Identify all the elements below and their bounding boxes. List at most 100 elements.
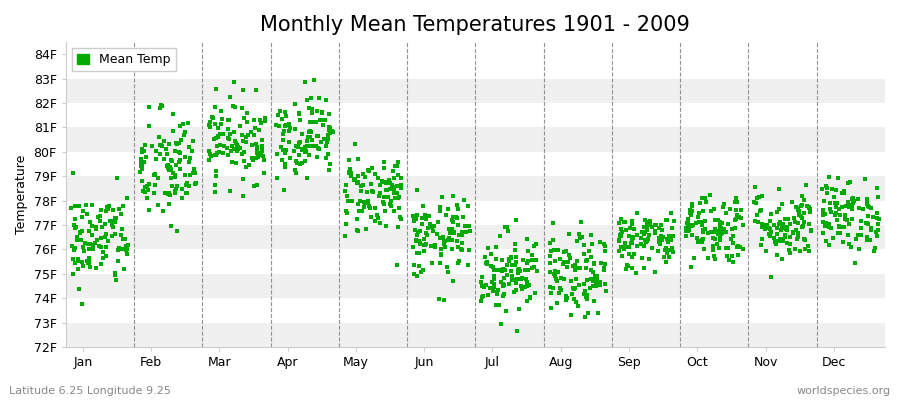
- Point: [845, 196, 859, 202]
- Point: [846, 195, 860, 202]
- Point: [659, 259, 673, 265]
- Point: [752, 194, 766, 200]
- Point: [735, 222, 750, 229]
- Point: [679, 233, 693, 239]
- Point: [235, 150, 249, 157]
- Point: [176, 132, 191, 138]
- Point: [776, 238, 790, 244]
- Point: [780, 240, 795, 246]
- Point: [99, 252, 113, 259]
- Point: [392, 172, 406, 178]
- Point: [230, 144, 245, 150]
- Point: [614, 232, 628, 239]
- Point: [350, 156, 365, 162]
- Point: [108, 231, 122, 237]
- Point: [490, 289, 504, 295]
- Point: [562, 230, 577, 237]
- Point: [107, 218, 122, 225]
- Point: [726, 259, 741, 265]
- Point: [754, 206, 769, 213]
- Point: [802, 220, 816, 227]
- Point: [433, 204, 447, 210]
- Point: [662, 247, 677, 254]
- Point: [634, 229, 649, 236]
- Point: [393, 216, 408, 222]
- Point: [519, 283, 534, 289]
- Point: [648, 228, 662, 234]
- Point: [350, 201, 365, 208]
- Point: [829, 204, 843, 210]
- Point: [838, 216, 852, 222]
- Point: [508, 247, 523, 253]
- Point: [516, 257, 530, 263]
- Point: [822, 224, 836, 230]
- Point: [789, 204, 804, 210]
- Point: [824, 206, 838, 212]
- Point: [774, 238, 788, 244]
- Point: [436, 233, 450, 240]
- Point: [290, 160, 304, 166]
- Point: [480, 261, 494, 267]
- Point: [282, 139, 296, 146]
- Point: [360, 189, 374, 196]
- Point: [304, 143, 319, 149]
- Point: [832, 230, 847, 236]
- Point: [775, 236, 789, 242]
- Point: [708, 216, 723, 223]
- Point: [379, 223, 393, 229]
- Point: [316, 122, 330, 128]
- Point: [490, 301, 504, 308]
- Point: [614, 231, 628, 238]
- Point: [115, 245, 130, 252]
- Point: [616, 218, 631, 225]
- Point: [639, 239, 653, 246]
- Point: [176, 121, 190, 127]
- Point: [598, 281, 613, 287]
- Bar: [66, 176, 885, 201]
- Point: [208, 152, 222, 158]
- Point: [356, 182, 370, 188]
- Point: [495, 268, 509, 274]
- Point: [292, 110, 306, 116]
- Point: [660, 250, 674, 257]
- Point: [418, 212, 432, 218]
- Point: [212, 149, 226, 155]
- Point: [852, 246, 867, 253]
- Point: [626, 265, 640, 272]
- Point: [140, 183, 155, 189]
- Point: [719, 229, 733, 236]
- Point: [692, 219, 706, 226]
- Point: [656, 234, 670, 240]
- Point: [202, 122, 217, 129]
- Point: [547, 247, 562, 253]
- Text: worldspecies.org: worldspecies.org: [796, 386, 891, 396]
- Point: [86, 242, 100, 248]
- Point: [790, 236, 805, 242]
- Point: [681, 228, 696, 234]
- Point: [166, 128, 180, 134]
- Point: [630, 210, 644, 217]
- Point: [321, 136, 336, 142]
- Point: [162, 190, 176, 196]
- Point: [684, 221, 698, 228]
- Point: [166, 170, 181, 176]
- Point: [230, 142, 244, 148]
- Point: [183, 155, 197, 162]
- Point: [284, 125, 298, 131]
- Point: [64, 205, 78, 211]
- Point: [449, 214, 464, 220]
- Point: [554, 256, 568, 262]
- Point: [782, 250, 796, 256]
- Point: [365, 188, 380, 194]
- Point: [441, 269, 455, 276]
- Point: [94, 207, 108, 213]
- Point: [587, 298, 601, 304]
- Point: [154, 143, 168, 149]
- Point: [408, 226, 422, 233]
- Point: [730, 199, 744, 205]
- Point: [802, 204, 816, 210]
- Point: [489, 244, 503, 250]
- Point: [584, 232, 598, 238]
- Point: [776, 220, 790, 227]
- Point: [563, 255, 578, 262]
